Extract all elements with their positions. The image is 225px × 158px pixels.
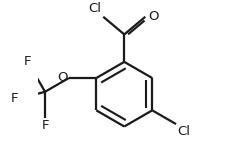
- Text: Cl: Cl: [177, 125, 190, 138]
- Text: O: O: [147, 9, 158, 22]
- Text: F: F: [23, 55, 31, 68]
- Text: O: O: [56, 71, 67, 84]
- Text: Cl: Cl: [88, 2, 101, 15]
- Text: F: F: [11, 92, 18, 105]
- Text: F: F: [41, 119, 49, 132]
